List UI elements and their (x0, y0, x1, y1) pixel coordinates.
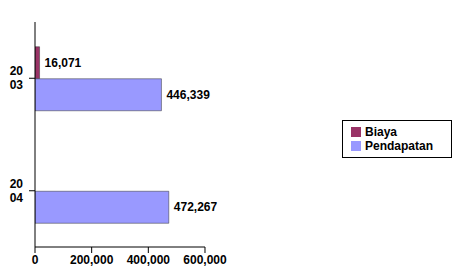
svg-text:200,000: 200,000 (70, 253, 114, 267)
html-text:Pendapatan: Pendapatan (365, 138, 433, 153)
svg-text:446,339: 446,339 (166, 88, 210, 102)
svg-text:2003: 2003 (10, 64, 24, 92)
svg-text:472,267: 472,267 (174, 200, 218, 214)
svg-text:0: 0 (32, 253, 39, 267)
svg-text:400,000: 400,000 (127, 253, 171, 267)
svg-text:600,000: 600,000 (183, 253, 227, 267)
html-text:Biaya: Biaya (365, 124, 397, 139)
svg-text:2004: 2004 (10, 177, 24, 205)
svg-text:16,071: 16,071 (45, 56, 82, 70)
